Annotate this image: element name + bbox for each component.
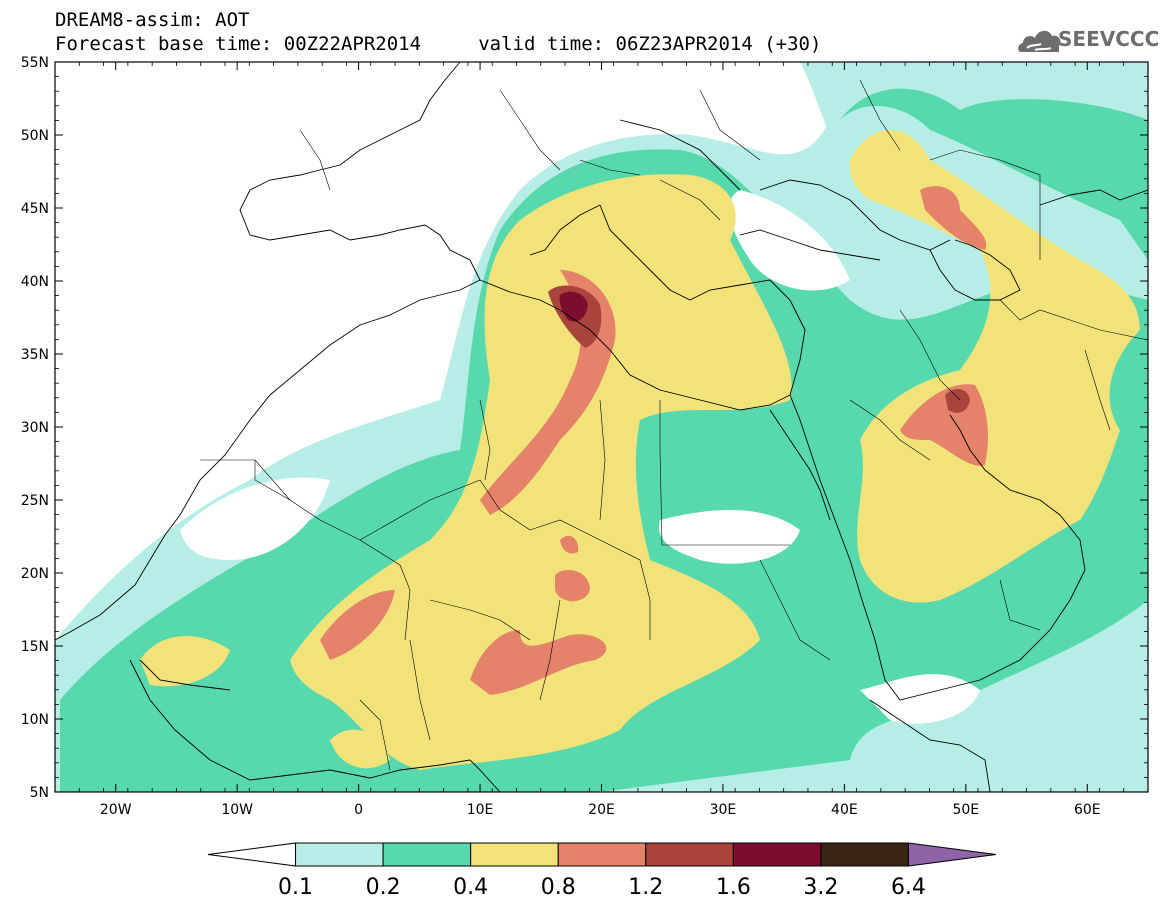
coastlines	[55, 62, 1148, 792]
colorbar-swatch	[557, 842, 647, 867]
colorbar-label: 1.2	[628, 875, 663, 900]
lon-tick-label: 40E	[831, 802, 858, 818]
borders	[200, 79, 1148, 771]
lon-tick-label: 10E	[467, 802, 494, 818]
colorbar-label: 6.4	[891, 875, 926, 900]
lon-tick-label: 20W	[100, 802, 132, 818]
lat-tick-label: 50N	[21, 128, 49, 144]
colorbar-label: 1.6	[716, 875, 751, 900]
aot-field	[55, 62, 1148, 792]
colorbar-swatch	[207, 842, 297, 867]
lon-tick-label: 50E	[952, 802, 979, 818]
colorbar: 0.1 0.2 0.4 0.8 1.2 1.6 3.2 6.4	[207, 842, 997, 900]
lat-tick-label: 30N	[21, 420, 49, 436]
cloud-icon	[1018, 30, 1061, 52]
colorbar-label: 3.2	[803, 875, 838, 900]
colorbar-swatch	[382, 842, 472, 867]
lat-tick-label: 35N	[21, 347, 49, 363]
lat-tick-label: 25N	[21, 493, 49, 509]
colorbar-swatch	[732, 842, 822, 867]
lon-tick-label: 10W	[221, 802, 253, 818]
forecast-time-line: Forecast base time: 00Z22APR2014 valid t…	[55, 33, 822, 55]
lon-tick-label: 20E	[588, 802, 615, 818]
map-title: DREAM8-assim: AOT	[55, 9, 250, 31]
map-axes: 20W 10W 0 10E 20E 30E 40E 50E 60E 5N 10N 15N 20N 25N 3…	[21, 55, 1149, 818]
colorbar-swatch	[470, 842, 559, 867]
lon-tick-label: 30E	[710, 802, 737, 818]
lat-tick-label: 55N	[21, 55, 49, 71]
colorbar-label: 0.1	[278, 875, 313, 900]
lat-tick-label: 45N	[21, 201, 49, 217]
colorbar-swatch	[907, 842, 997, 867]
lat-tick-label: 5N	[30, 785, 49, 801]
colorbar-label: 0.8	[541, 875, 576, 900]
colorbar-swatch	[645, 842, 734, 867]
lon-tick-label: 60E	[1074, 802, 1101, 818]
colorbar-label: 0.2	[366, 875, 401, 900]
logo-text: SEEVCCC	[1058, 27, 1160, 51]
lat-tick-label: 20N	[21, 566, 49, 582]
colorbar-swatch	[295, 842, 384, 867]
lon-tick-label: 0	[354, 802, 363, 818]
colorbar-swatch	[820, 842, 909, 867]
lat-tick-label: 10N	[21, 712, 49, 728]
lat-tick-label: 40N	[21, 274, 49, 290]
colorbar-label: 0.4	[453, 875, 488, 900]
lat-tick-label: 15N	[21, 639, 49, 655]
